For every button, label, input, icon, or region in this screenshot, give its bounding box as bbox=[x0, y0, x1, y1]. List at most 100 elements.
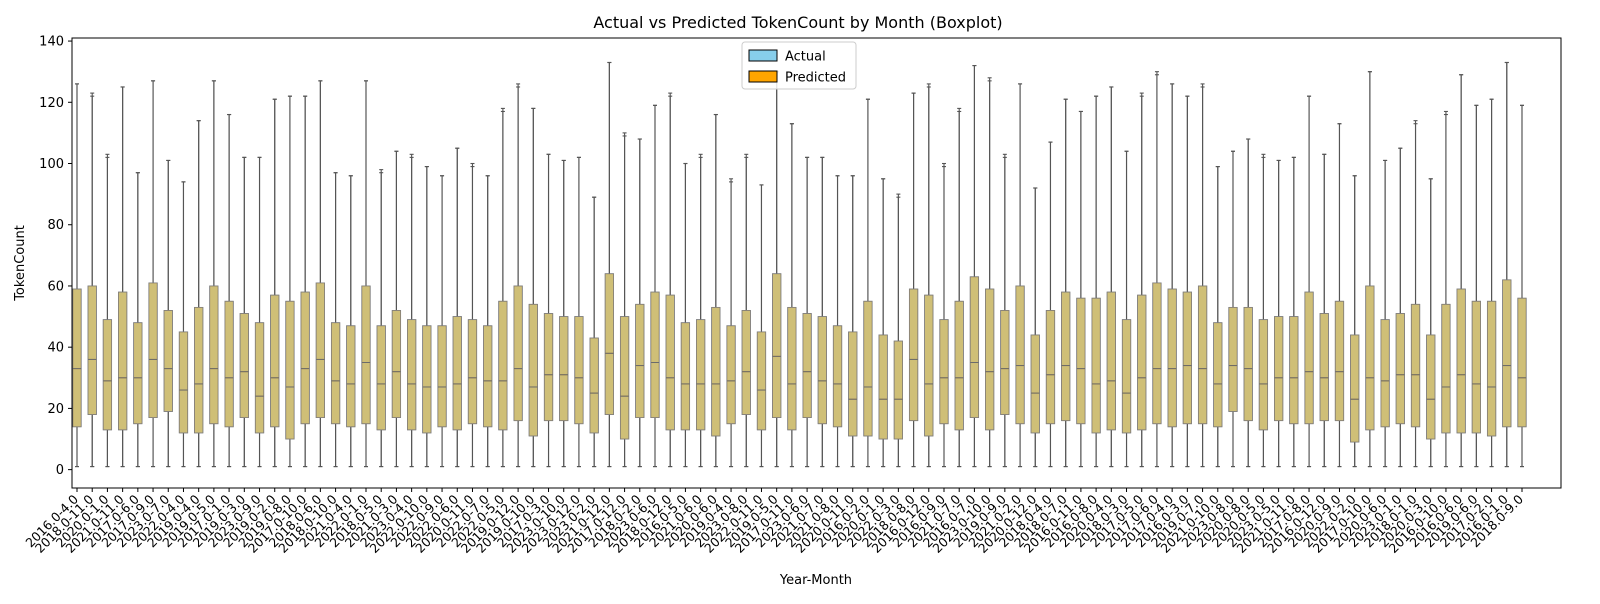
legend-swatch-actual bbox=[748, 49, 778, 62]
box bbox=[1410, 303, 1421, 428]
box bbox=[1350, 334, 1360, 443]
box bbox=[604, 273, 614, 415]
box bbox=[391, 310, 402, 418]
box bbox=[680, 322, 691, 431]
box bbox=[772, 273, 782, 418]
box bbox=[1000, 310, 1010, 415]
box bbox=[1137, 294, 1147, 431]
box bbox=[1365, 285, 1375, 431]
box bbox=[209, 285, 219, 425]
box bbox=[1517, 297, 1527, 428]
box bbox=[1456, 288, 1466, 434]
box bbox=[1030, 334, 1040, 434]
series-predicted bbox=[72, 61, 1527, 468]
box bbox=[178, 331, 189, 434]
box bbox=[483, 325, 493, 428]
box bbox=[939, 319, 949, 425]
box bbox=[832, 325, 843, 428]
box bbox=[741, 310, 751, 415]
box bbox=[1243, 306, 1253, 422]
box bbox=[1228, 306, 1238, 412]
box bbox=[194, 306, 204, 434]
box bbox=[1486, 300, 1497, 437]
y-axis-label: TokenCount bbox=[13, 225, 28, 302]
box bbox=[559, 316, 569, 422]
axes-frame bbox=[71, 37, 1562, 489]
legend-label-actual: Actual bbox=[785, 50, 826, 65]
box bbox=[1015, 285, 1025, 425]
box bbox=[878, 334, 888, 440]
box bbox=[985, 288, 995, 431]
box bbox=[87, 285, 97, 415]
box bbox=[665, 294, 675, 431]
box bbox=[452, 316, 462, 431]
legend-label-predicted: Predicted bbox=[785, 71, 846, 86]
box bbox=[574, 316, 584, 425]
box bbox=[543, 313, 554, 422]
box bbox=[635, 303, 645, 418]
box bbox=[802, 313, 812, 418]
box bbox=[315, 282, 325, 418]
box bbox=[513, 285, 523, 422]
box bbox=[330, 322, 341, 425]
box bbox=[300, 291, 310, 425]
plot-area: 0204060801001201402016.0-4.02018.0-11.02… bbox=[22, 35, 1527, 556]
box bbox=[908, 288, 919, 422]
box bbox=[969, 276, 980, 418]
box bbox=[848, 331, 858, 437]
x-axis-label: Year-Month bbox=[779, 573, 852, 588]
box bbox=[589, 337, 599, 434]
y-tick-label: 120 bbox=[39, 96, 64, 111]
box bbox=[270, 294, 280, 428]
box bbox=[756, 331, 767, 431]
box bbox=[1471, 300, 1481, 434]
box bbox=[650, 291, 660, 418]
box bbox=[696, 319, 706, 431]
box bbox=[1258, 319, 1269, 431]
box bbox=[1182, 291, 1192, 425]
box bbox=[224, 300, 234, 428]
box bbox=[1441, 303, 1451, 434]
box bbox=[148, 282, 158, 418]
box bbox=[1426, 334, 1436, 440]
box bbox=[285, 300, 295, 440]
box bbox=[133, 322, 143, 425]
box bbox=[163, 310, 173, 412]
box bbox=[954, 300, 964, 431]
box bbox=[1304, 291, 1314, 425]
box bbox=[726, 325, 736, 425]
box bbox=[239, 313, 249, 418]
y-tick-label: 40 bbox=[47, 341, 64, 356]
chart-title: Actual vs Predicted TokenCount by Month … bbox=[593, 13, 1002, 32]
box bbox=[376, 325, 386, 431]
box bbox=[1380, 319, 1390, 428]
y-tick-label: 20 bbox=[47, 402, 64, 417]
box bbox=[619, 316, 630, 440]
box bbox=[1106, 291, 1116, 431]
box bbox=[528, 303, 538, 437]
legend-swatch-predicted bbox=[748, 70, 778, 83]
box bbox=[1334, 300, 1345, 422]
box bbox=[924, 294, 934, 437]
box bbox=[1167, 288, 1177, 428]
box bbox=[863, 300, 873, 437]
box bbox=[893, 340, 903, 440]
box bbox=[1152, 282, 1162, 425]
y-tick-label: 140 bbox=[39, 35, 64, 50]
box bbox=[437, 325, 447, 428]
legend: Actual Predicted bbox=[741, 41, 857, 90]
box bbox=[254, 322, 265, 434]
y-tick-label: 0 bbox=[56, 463, 64, 478]
box bbox=[498, 300, 508, 431]
box bbox=[1076, 297, 1086, 425]
box bbox=[118, 291, 128, 431]
box bbox=[711, 306, 721, 437]
y-tick-label: 60 bbox=[47, 279, 64, 294]
box bbox=[817, 316, 827, 425]
box bbox=[1091, 297, 1101, 434]
y-tick-label: 100 bbox=[39, 157, 64, 172]
box bbox=[1319, 313, 1329, 422]
box bbox=[1045, 310, 1056, 425]
